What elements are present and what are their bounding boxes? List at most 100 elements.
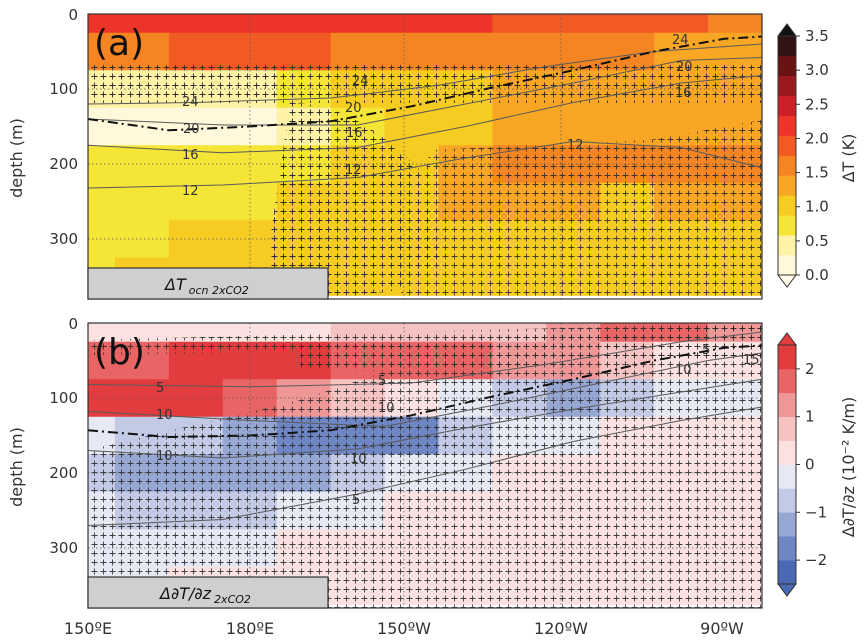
heatmap-cell	[168, 14, 224, 34]
colorbar-step	[778, 440, 796, 465]
colorbar-extend-min	[777, 274, 797, 288]
panel-a-field-label: ΔT	[163, 275, 187, 294]
contour-line	[88, 378, 762, 459]
contour-label: 10	[378, 401, 395, 416]
heatmap-cell	[654, 14, 709, 34]
panel-a-field-subscript: ocn 2xCO2	[189, 284, 249, 297]
colorbar-step	[778, 135, 796, 156]
heatmap-cell	[384, 107, 440, 146]
contour-line	[88, 140, 762, 189]
heatmap-cell	[114, 32, 170, 71]
colorbar-tick-label: 2.5	[805, 95, 829, 113]
panel-a-colorbar-label: ΔT (K)	[839, 134, 858, 183]
heatmap-cell	[492, 32, 547, 71]
heatmap-cell	[276, 14, 332, 34]
contour-label: 5	[352, 493, 360, 508]
contour-label: 16	[182, 148, 199, 163]
contour-label: 20	[183, 122, 200, 137]
heatmap-cell	[708, 14, 762, 34]
contour-label: 12	[182, 184, 199, 199]
contour-label: 20	[676, 60, 693, 75]
heatmap-cell	[168, 32, 224, 71]
colorbar-tick-label: −2	[805, 551, 827, 569]
y-tick-label: 100	[49, 80, 78, 98]
colorbar-step	[778, 512, 796, 537]
y-tick-label: 200	[49, 464, 78, 482]
colorbar-step	[778, 175, 796, 196]
colorbar-tick-label: 0	[805, 456, 815, 474]
contour-label: 10	[675, 363, 692, 378]
heatmap-cell	[600, 32, 655, 71]
heatmap-cell	[168, 182, 224, 221]
contour-label: 12	[345, 163, 362, 178]
panel-a-thermocline	[88, 35, 762, 132]
x-tick-label: 150ºE	[64, 619, 112, 638]
colorbar-step	[778, 560, 796, 585]
heatmap-cell	[88, 32, 116, 71]
y-tick-label: 300	[49, 539, 78, 557]
heatmap-cell	[330, 32, 386, 71]
heatmap-cell	[546, 107, 601, 146]
contour-label: 24	[352, 74, 369, 89]
x-tick-label: 90ºW	[700, 619, 744, 638]
colorbar-step	[778, 115, 796, 136]
colorbar-step	[778, 36, 796, 57]
panel-b-stippling	[88, 323, 762, 608]
colorbar-tick-label: 2	[805, 360, 815, 378]
colorbar-step	[778, 464, 796, 489]
panel-b-field-label: Δ∂T/∂z	[158, 584, 212, 603]
contour-label: 12	[567, 138, 584, 153]
contour-label: 20	[345, 101, 362, 116]
colorbar-tick-label: −1	[805, 503, 827, 521]
contour-label: 10	[156, 449, 173, 464]
colorbar-step	[778, 75, 796, 97]
contour-label: 5	[702, 343, 710, 358]
panel-a-ylabel: depth (m)	[7, 118, 26, 198]
y-tick-label: 0	[68, 315, 78, 333]
contour-label: 5	[156, 381, 164, 396]
panel-a-colorbar: 0.0 0.5 1.0 1.5 2.0 2.5 3.0 3.5	[777, 23, 829, 288]
heatmap-cell	[330, 14, 386, 34]
heatmap-cell	[384, 14, 440, 34]
panel-b-label: (b)	[94, 332, 145, 373]
contour-line	[88, 331, 762, 388]
panel-a: 24 20 16 12 24 20 16 12 24 20 16 12 (a) …	[7, 6, 858, 300]
heatmap-cell	[546, 14, 601, 34]
contour-label: 10	[350, 452, 367, 467]
y-tick-label: 200	[49, 155, 78, 173]
colorbar-step	[778, 215, 796, 236]
colorbar-step	[778, 536, 796, 561]
y-tick-label: 300	[49, 230, 78, 248]
colorbar-tick-label: 1	[805, 408, 815, 426]
contour-label: 16	[346, 126, 363, 141]
heatmap-cell	[114, 323, 170, 343]
colorbar-step	[778, 235, 796, 256]
colorbar-tick-label: 0.5	[805, 232, 829, 250]
heatmap-cell	[114, 14, 170, 34]
x-tick-label: 180ºE	[226, 619, 274, 638]
colorbar-step	[778, 95, 796, 116]
y-tick-label: 100	[49, 389, 78, 407]
heatmap-cell	[492, 107, 547, 146]
colorbar-step	[778, 345, 796, 370]
contour-line	[88, 406, 762, 526]
panel-b-colorbar: −2 −1 0 1 2	[777, 332, 827, 597]
x-tick-label: 120ºW	[534, 619, 588, 638]
panel-b-colorbar-label: Δ∂T/∂z (10⁻² K/m)	[839, 397, 858, 537]
heatmap-cell	[88, 182, 116, 221]
y-tick-label: 0	[68, 6, 78, 24]
heatmap-cell	[276, 32, 332, 71]
heatmap-cell	[222, 14, 278, 34]
x-tick-label: 150ºW	[377, 619, 431, 638]
panel-a-gridlines	[88, 14, 762, 299]
heatmap-cell	[600, 107, 655, 146]
heatmap-cell	[114, 182, 170, 221]
heatmap-cell	[438, 32, 493, 71]
colorbar-step	[778, 392, 796, 417]
contour-label: 24	[182, 95, 199, 110]
colorbar-tick-label: 3.5	[805, 27, 829, 45]
heatmap-cell	[546, 32, 601, 71]
